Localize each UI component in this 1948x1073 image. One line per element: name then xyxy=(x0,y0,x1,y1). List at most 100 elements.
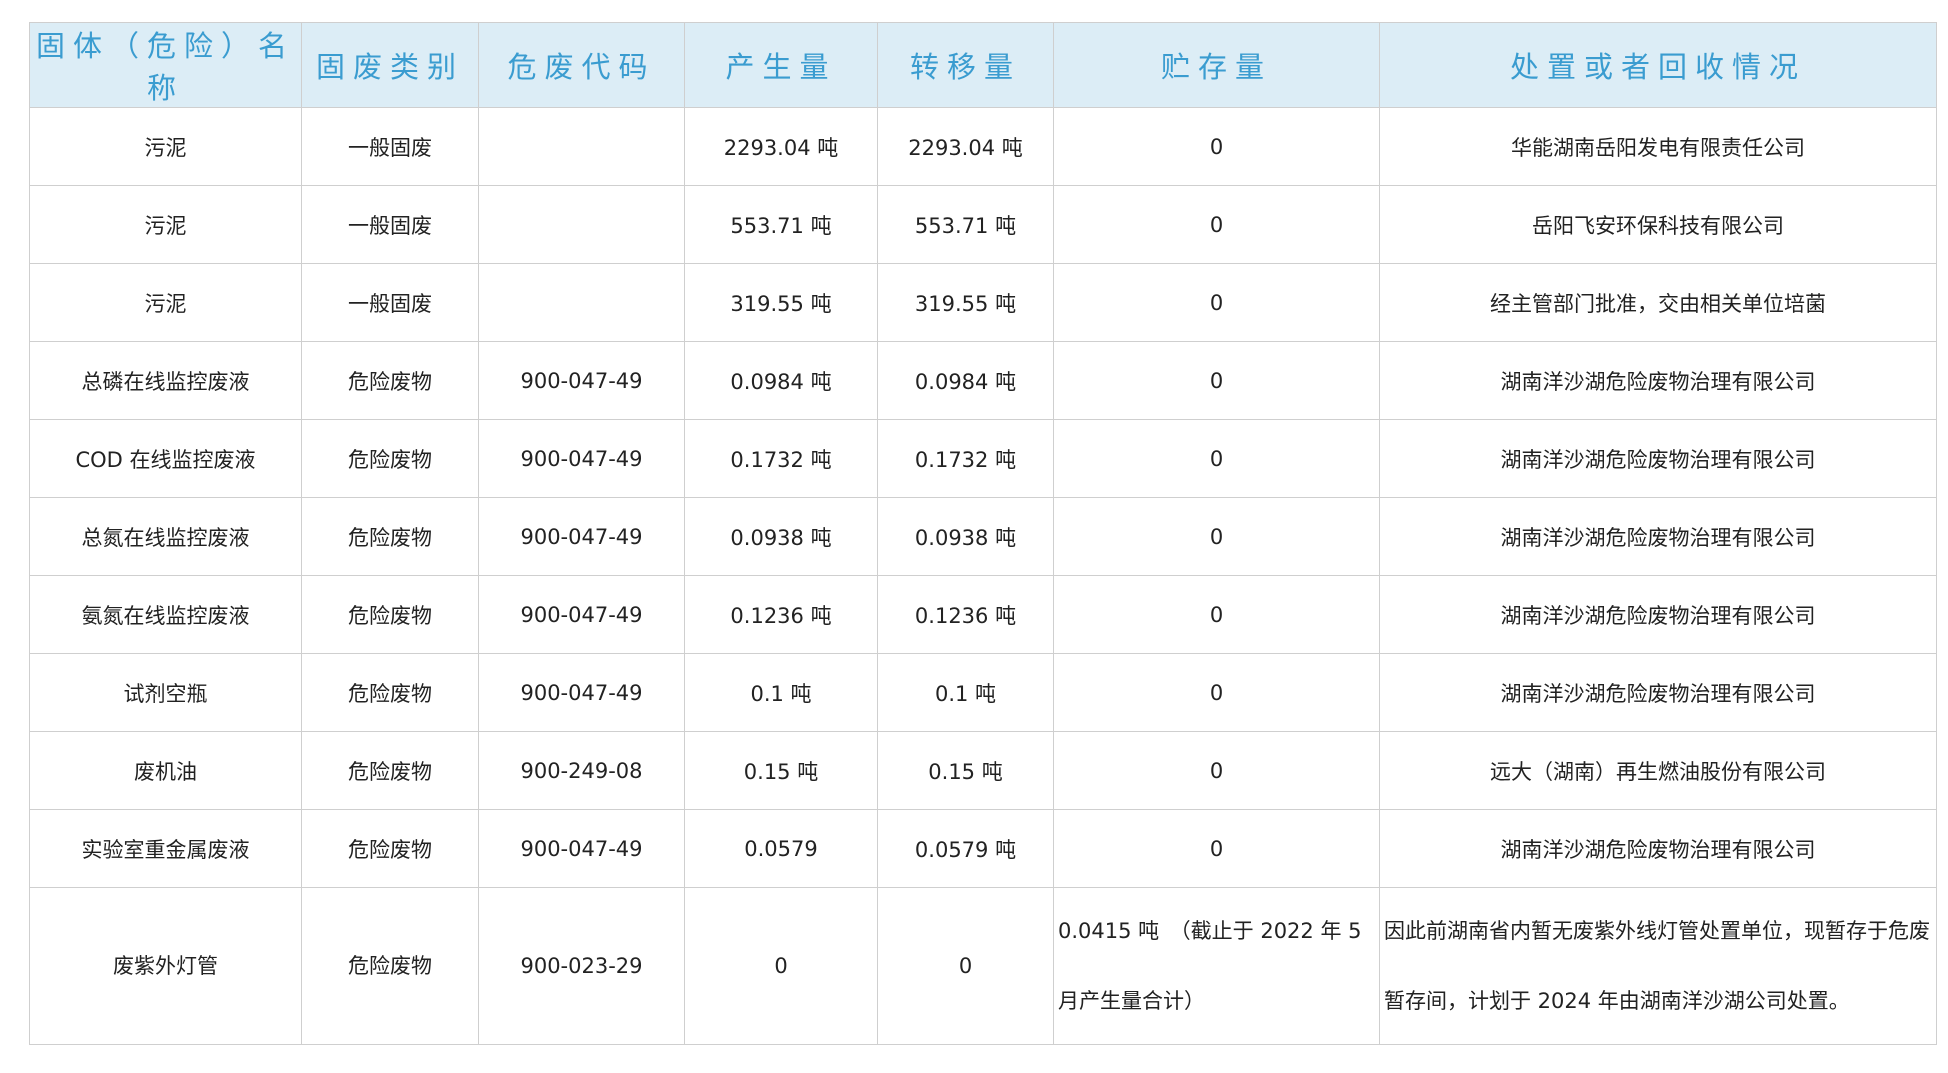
table-cell: 危险废物 xyxy=(301,419,479,498)
table-cell: 0.1732 吨 xyxy=(684,419,878,498)
table-cell: 2293.04 吨 xyxy=(877,107,1054,186)
table-cell: 0 xyxy=(1053,731,1380,810)
table-cell xyxy=(478,263,685,342)
header-cell: 产生量 xyxy=(684,22,878,108)
table-cell: 危险废物 xyxy=(301,497,479,576)
table-cell: 0 xyxy=(1053,653,1380,732)
table-cell: 一般固废 xyxy=(301,107,479,186)
table-row: COD 在线监控废液 危险废物 900-047-49 0.1732 吨 0.1732 吨… xyxy=(29,419,1937,498)
header-cell: 危废代码 xyxy=(478,22,685,108)
table-cell: 0.0938 吨 xyxy=(684,497,878,576)
table-cell: 0.15 吨 xyxy=(684,731,878,810)
table-row: 实验室重金属废液 危险废物 900-047-49 0.0579 0.0579 吨 0 湖南洋… xyxy=(29,809,1937,888)
table-cell: 污泥 xyxy=(29,185,302,264)
table-cell: 0.0938 吨 xyxy=(877,497,1054,576)
table-cell: 0 xyxy=(1053,263,1380,342)
table-row: 污泥 一般固废 553.71 吨 553.71 吨 0 岳阳飞安环保科技有限公司 xyxy=(29,185,1937,264)
table-cell: 0.1 吨 xyxy=(877,653,1054,732)
table-cell: 危险废物 xyxy=(301,653,479,732)
table-cell: 553.71 吨 xyxy=(684,185,878,264)
table-cell: 900-047-49 xyxy=(478,341,685,420)
table-cell: 0.15 吨 xyxy=(877,731,1054,810)
table-cell: 0.1236 吨 xyxy=(877,575,1054,654)
table-cell: 危险废物 xyxy=(301,887,479,1045)
table-cell: 湖南洋沙湖危险废物治理有限公司 xyxy=(1379,341,1937,420)
table-cell: 湖南洋沙湖危险废物治理有限公司 xyxy=(1379,497,1937,576)
table-cell: 0.0984 吨 xyxy=(684,341,878,420)
table-cell: 900-047-49 xyxy=(478,419,685,498)
table-cell: 900-249-08 xyxy=(478,731,685,810)
table-cell: 一般固废 xyxy=(301,185,479,264)
header-row: 固体（危险）名称 固废类别 危废代码 产生量 转移量 贮存量 处置或者回收情况 xyxy=(29,22,1937,108)
table-cell: 0 xyxy=(684,887,878,1045)
table-cell: 0.0579 xyxy=(684,809,878,888)
table-cell: 0.1 吨 xyxy=(684,653,878,732)
table-cell: 2293.04 吨 xyxy=(684,107,878,186)
table-body: 污泥 一般固废 2293.04 吨 2293.04 吨 0 华能湖南岳阳发电有限责任公司污… xyxy=(29,107,1937,1045)
table-cell: 0 xyxy=(1053,419,1380,498)
table-cell: 0 xyxy=(1053,341,1380,420)
table-cell: 污泥 xyxy=(29,263,302,342)
table-cell: 0 xyxy=(1053,107,1380,186)
table-cell: 0.0579 吨 xyxy=(877,809,1054,888)
table-row: 污泥 一般固废 319.55 吨 319.55 吨 0 经主管部门批准，交由相关单位培菌 xyxy=(29,263,1937,342)
waste-table: 固体（危险）名称 固废类别 危废代码 产生量 转移量 贮存量 处置或者回收情况 污泥 一般固废… xyxy=(29,22,1937,1045)
table-cell: 危险废物 xyxy=(301,575,479,654)
table-row: 试剂空瓶 危险废物 900-047-49 0.1 吨 0.1 吨 0 湖南洋沙湖危险废物治理… xyxy=(29,653,1937,732)
table-cell: 900-047-49 xyxy=(478,653,685,732)
table-cell: 氨氮在线监控废液 xyxy=(29,575,302,654)
table-cell: 319.55 吨 xyxy=(877,263,1054,342)
header-cell: 贮存量 xyxy=(1053,22,1380,108)
table-cell: 900-047-49 xyxy=(478,575,685,654)
table-cell: 废紫外灯管 xyxy=(29,887,302,1045)
table-cell: 湖南洋沙湖危险废物治理有限公司 xyxy=(1379,653,1937,732)
table-cell: 0 xyxy=(1053,575,1380,654)
table-cell: 0.1236 吨 xyxy=(684,575,878,654)
table-cell: 试剂空瓶 xyxy=(29,653,302,732)
table-cell: 一般固废 xyxy=(301,263,479,342)
header-cell: 固废类别 xyxy=(301,22,479,108)
table-cell: 远大（湖南）再生燃油股份有限公司 xyxy=(1379,731,1937,810)
table-cell: 湖南洋沙湖危险废物治理有限公司 xyxy=(1379,575,1937,654)
table-cell: 900-047-49 xyxy=(478,809,685,888)
table-cell: 岳阳飞安环保科技有限公司 xyxy=(1379,185,1937,264)
table-cell: 900-047-49 xyxy=(478,497,685,576)
table-cell: 900-023-29 xyxy=(478,887,685,1045)
table-cell: 0 xyxy=(877,887,1054,1045)
table-cell: 实验室重金属废液 xyxy=(29,809,302,888)
table-cell: 553.71 吨 xyxy=(877,185,1054,264)
table-cell: 危险废物 xyxy=(301,341,479,420)
table-cell: 湖南洋沙湖危险废物治理有限公司 xyxy=(1379,809,1937,888)
table-cell: 经主管部门批准，交由相关单位培菌 xyxy=(1379,263,1937,342)
header-cell: 固体（危险）名称 xyxy=(29,22,302,108)
table-cell: 华能湖南岳阳发电有限责任公司 xyxy=(1379,107,1937,186)
table-row: 废紫外灯管 危险废物 900-023-29 0 0 0.0415 吨 （截止于 2022 … xyxy=(29,887,1937,1045)
table-cell: 0 xyxy=(1053,809,1380,888)
table-cell: 0 xyxy=(1053,185,1380,264)
table-cell: 0 xyxy=(1053,497,1380,576)
header-cell: 处置或者回收情况 xyxy=(1379,22,1937,108)
table-cell xyxy=(478,185,685,264)
table-cell: 0.0415 吨 （截止于 2022 年 5 月产生量合计） xyxy=(1053,887,1380,1045)
header-cell: 转移量 xyxy=(877,22,1054,108)
table-cell: 0.0984 吨 xyxy=(877,341,1054,420)
table-cell: 0.1732 吨 xyxy=(877,419,1054,498)
table-wrap: 固体（危险）名称 固废类别 危废代码 产生量 转移量 贮存量 处置或者回收情况 污泥 一般固废… xyxy=(29,22,1937,1045)
table-cell xyxy=(478,107,685,186)
table-cell: 湖南洋沙湖危险废物治理有限公司 xyxy=(1379,419,1937,498)
table-cell: 污泥 xyxy=(29,107,302,186)
table-cell: COD 在线监控废液 xyxy=(29,419,302,498)
table-row: 污泥 一般固废 2293.04 吨 2293.04 吨 0 华能湖南岳阳发电有限责任公司 xyxy=(29,107,1937,186)
table-cell: 319.55 吨 xyxy=(684,263,878,342)
table-row: 废机油 危险废物 900-249-08 0.15 吨 0.15 吨 0 远大（湖南）再生燃油… xyxy=(29,731,1937,810)
table-cell: 总氮在线监控废液 xyxy=(29,497,302,576)
table-cell: 危险废物 xyxy=(301,731,479,810)
table-cell: 因此前湖南省内暂无废紫外线灯管处置单位，现暂存于危废暂存间，计划于 2024 年… xyxy=(1379,887,1937,1045)
table-cell: 总磷在线监控废液 xyxy=(29,341,302,420)
table-cell: 危险废物 xyxy=(301,809,479,888)
table-cell: 废机油 xyxy=(29,731,302,810)
